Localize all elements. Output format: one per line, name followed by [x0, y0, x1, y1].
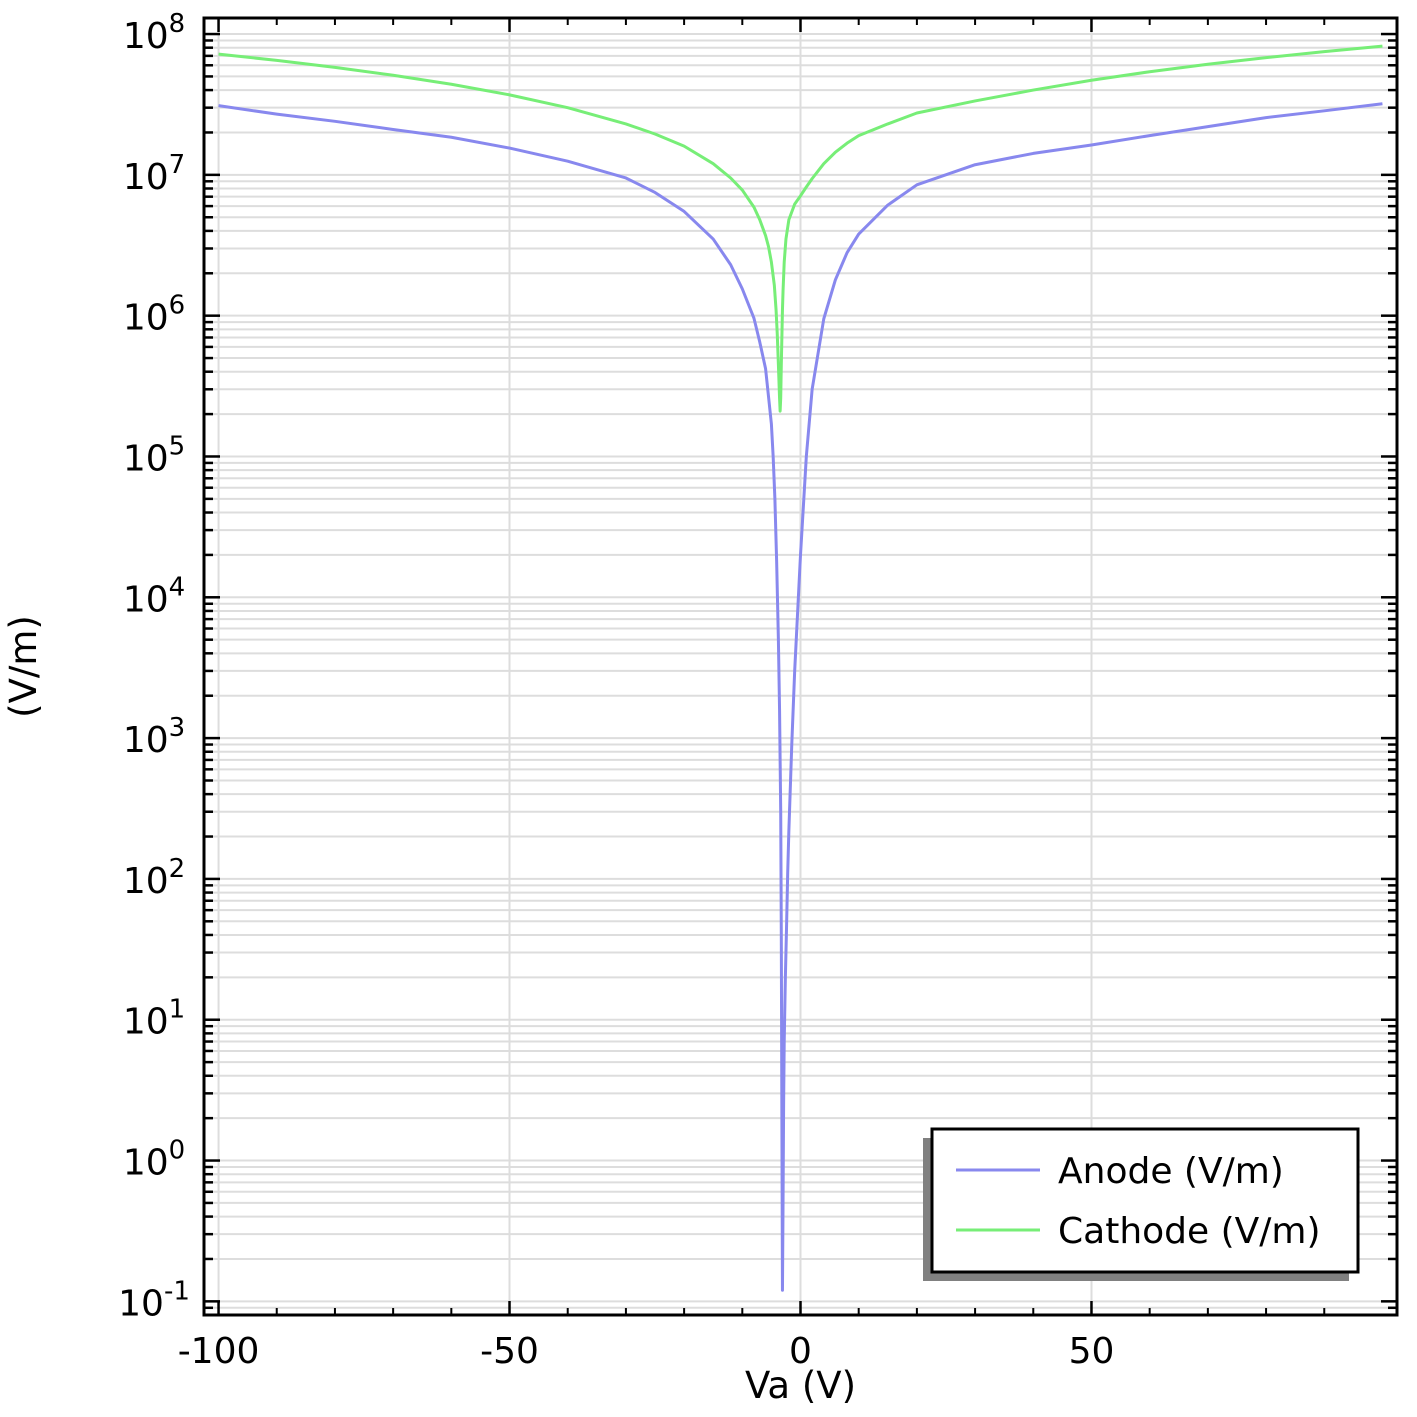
legend-label: Anode (V/m)	[1058, 1151, 1284, 1192]
x-tick-label: -50	[480, 1331, 539, 1372]
series-group	[218, 44, 1383, 1292]
y-tick-label: 104	[123, 572, 185, 620]
y-tick-label: 107	[123, 150, 185, 198]
x-axis-label: Va (V)	[745, 1364, 856, 1407]
series-line-anode	[218, 102, 1383, 1292]
grid	[204, 18, 1397, 1316]
y-axis-label: (V/m)	[2, 615, 45, 718]
y-tick-label: 101	[123, 995, 185, 1043]
legend: Anode (V/m) Cathode (V/m)	[923, 1127, 1360, 1281]
y-tick-label: 102	[123, 854, 185, 902]
legend-box	[930, 1127, 1360, 1274]
y-tick-label: 108	[123, 9, 185, 57]
series-line-cathode	[218, 44, 1383, 413]
y-tick-label: 10-1	[118, 1276, 190, 1324]
x-tick-label: 50	[1069, 1331, 1115, 1372]
y-tick-label: 106	[123, 291, 185, 339]
legend-label: Cathode (V/m)	[1058, 1211, 1321, 1252]
y-tick-label: 100	[123, 1136, 185, 1184]
y-tick-label: 105	[123, 431, 185, 479]
tick-labels: -100 -50 0 50 10-1 100 101 102 103 104 105 106 107 10…	[118, 9, 1114, 1372]
ticks	[204, 18, 1397, 1317]
x-tick-label: -100	[178, 1331, 260, 1372]
y-tick-label: 103	[123, 713, 185, 761]
x-tick-label: 0	[789, 1331, 812, 1372]
